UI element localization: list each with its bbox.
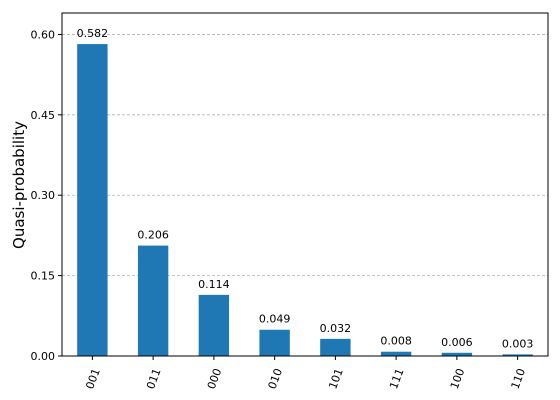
bar-011	[137, 245, 169, 356]
value-labels: 0.582 0.206 0.114 0.049 0.032 0.008 0.006 0.003	[77, 27, 534, 350]
y-tick-label: 0.00	[31, 350, 56, 363]
bar-value-label: 0.114	[198, 278, 230, 291]
x-tick-label: 101	[326, 367, 345, 391]
y-tick-label: 0.30	[31, 189, 56, 202]
bar-value-label: 0.582	[77, 27, 109, 40]
x-tick-label: 100	[448, 367, 467, 391]
y-tick-label: 0.60	[31, 28, 56, 41]
bar-100	[441, 352, 473, 356]
bar-value-label: 0.003	[502, 337, 534, 350]
y-axis-ticks: 0.00 0.15 0.30 0.45 0.60	[31, 28, 62, 363]
bar-value-label: 0.206	[137, 229, 169, 242]
bar-value-label: 0.006	[441, 336, 473, 349]
bar-001	[77, 44, 108, 356]
x-tick-label: 000	[205, 367, 224, 391]
gridlines	[62, 34, 548, 357]
bar-value-label: 0.008	[380, 335, 412, 348]
x-tick-label: 111	[387, 367, 406, 391]
bar-value-label: 0.049	[259, 313, 291, 326]
bar-110	[502, 354, 533, 356]
x-tick-label: 011	[144, 367, 163, 391]
bar-010	[259, 329, 290, 356]
x-axis-ticks: 001 011 000 010 101 111 100 110	[83, 356, 528, 391]
y-tick-label: 0.45	[31, 109, 56, 122]
x-tick-label: 001	[83, 367, 102, 391]
bars	[77, 44, 533, 356]
y-axis-title: Quasi-probability	[10, 121, 28, 249]
x-tick-label: 010	[266, 367, 285, 391]
bar-101	[320, 338, 351, 356]
bar-111	[380, 351, 412, 356]
y-tick-label: 0.15	[31, 270, 56, 283]
plot-frame	[61, 12, 549, 357]
x-tick-label: 110	[509, 367, 528, 391]
bar-000	[198, 294, 230, 356]
bar-value-label: 0.032	[320, 322, 352, 335]
